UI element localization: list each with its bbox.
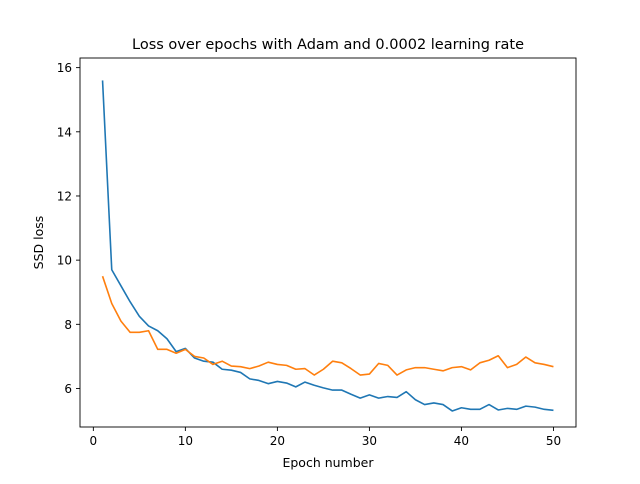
y-tick-label: 14 xyxy=(57,125,72,139)
y-axis-label: SSD loss xyxy=(31,216,46,270)
series-line-1 xyxy=(101,80,554,412)
x-tick-label: 40 xyxy=(454,434,469,448)
x-tick-label: 30 xyxy=(362,434,377,448)
y-tick-label: 16 xyxy=(57,61,72,75)
x-tick-label: 20 xyxy=(270,434,285,448)
series-layer xyxy=(101,80,554,412)
plot-frame xyxy=(79,57,577,428)
y-tick-label: 10 xyxy=(57,254,72,268)
x-tick-label: 10 xyxy=(178,434,193,448)
y-tick-label: 6 xyxy=(64,382,72,396)
chart-title: Loss over epochs with Adam and 0.0002 le… xyxy=(132,37,524,53)
y-tick-label: 8 xyxy=(64,318,72,332)
tick-layer: 0 10 20 30 40 50 6 8 10 12 14 16 xyxy=(57,61,561,448)
series-line-2 xyxy=(101,275,554,376)
x-axis-label: Epoch number xyxy=(282,455,374,470)
y-tick-label: 12 xyxy=(57,189,72,203)
x-tick-label: 0 xyxy=(90,434,98,448)
x-tick-label: 50 xyxy=(546,434,561,448)
